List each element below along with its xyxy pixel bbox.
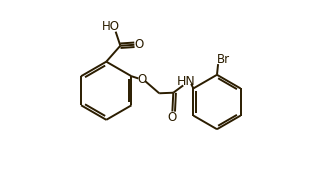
Text: Br: Br (217, 53, 230, 66)
Text: O: O (168, 111, 177, 124)
Text: HN: HN (177, 75, 196, 88)
Text: HO: HO (101, 20, 119, 33)
Text: O: O (137, 73, 146, 86)
Text: O: O (134, 38, 143, 51)
